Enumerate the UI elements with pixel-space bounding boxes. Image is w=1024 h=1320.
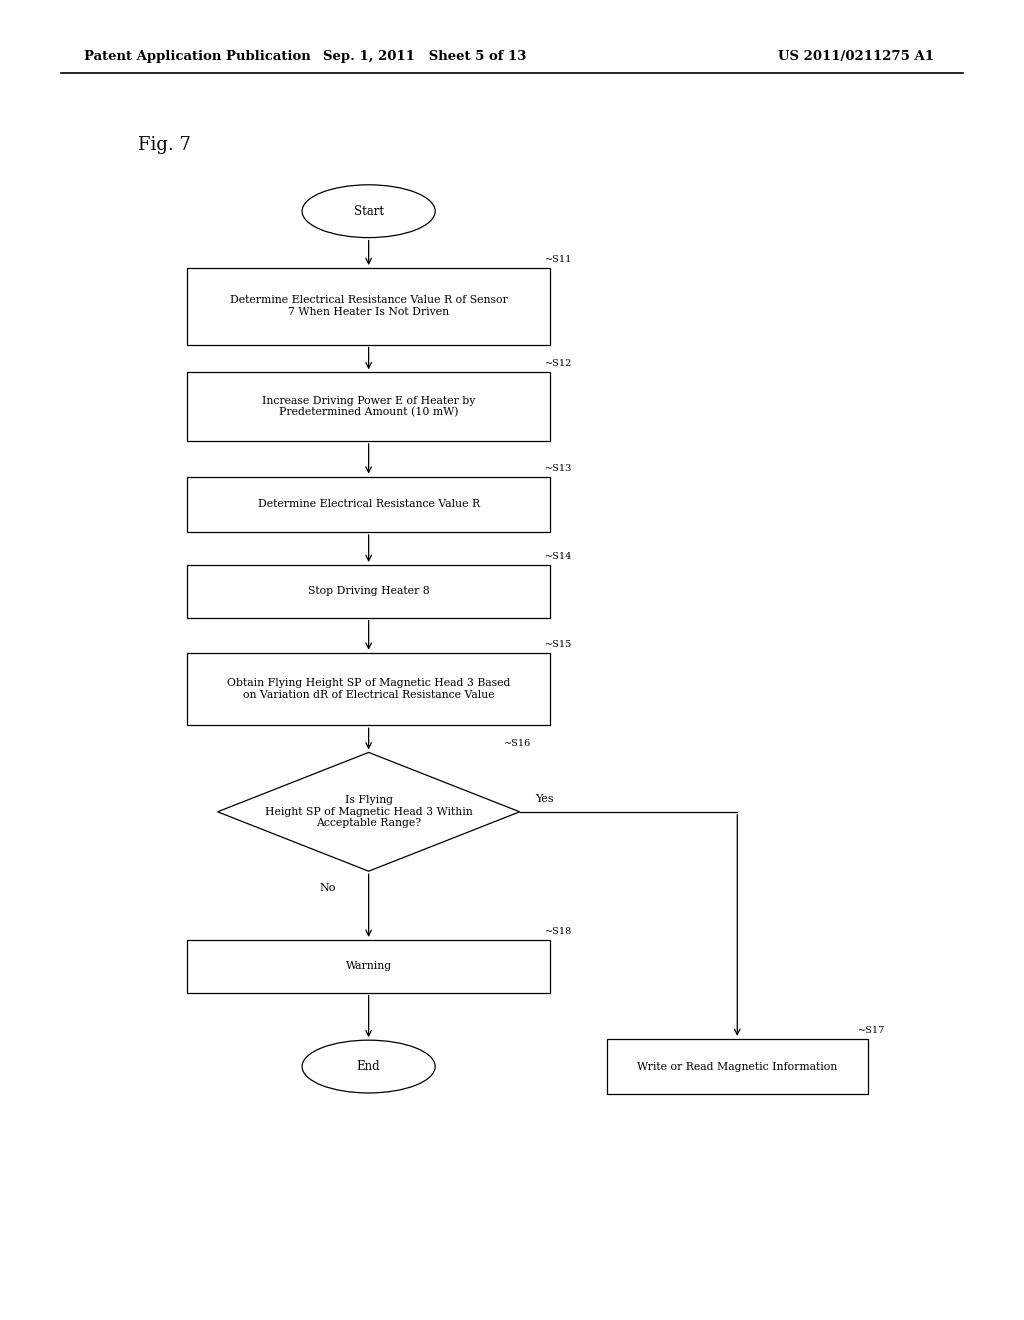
Text: Patent Application Publication: Patent Application Publication — [84, 50, 310, 63]
Text: No: No — [319, 883, 336, 894]
Text: Obtain Flying Height SP of Magnetic Head 3 Based
on Variation dR of Electrical R: Obtain Flying Height SP of Magnetic Head… — [227, 678, 510, 700]
Text: Stop Driving Heater 8: Stop Driving Heater 8 — [308, 586, 429, 597]
Text: ~S18: ~S18 — [545, 927, 572, 936]
Text: Determine Electrical Resistance Value R: Determine Electrical Resistance Value R — [258, 499, 479, 510]
Text: ~S12: ~S12 — [545, 359, 572, 368]
Text: ~S11: ~S11 — [545, 255, 572, 264]
Bar — [186, 268, 551, 345]
Text: US 2011/0211275 A1: US 2011/0211275 A1 — [778, 50, 934, 63]
Bar — [186, 372, 551, 441]
Text: Warning: Warning — [345, 961, 392, 972]
Ellipse shape — [302, 185, 435, 238]
Bar — [186, 653, 551, 726]
Bar — [606, 1039, 868, 1094]
Text: Fig. 7: Fig. 7 — [138, 136, 191, 154]
Text: Increase Driving Power E of Heater by
Predetermined Amount (10 mW): Increase Driving Power E of Heater by Pr… — [262, 396, 475, 417]
Bar — [186, 940, 551, 993]
Ellipse shape — [302, 1040, 435, 1093]
Text: ~S14: ~S14 — [545, 552, 572, 561]
Text: Start: Start — [353, 205, 384, 218]
Text: ~S17: ~S17 — [857, 1026, 885, 1035]
Text: Yes: Yes — [535, 793, 554, 804]
Text: Sep. 1, 2011   Sheet 5 of 13: Sep. 1, 2011 Sheet 5 of 13 — [324, 50, 526, 63]
Text: Write or Read Magnetic Information: Write or Read Magnetic Information — [637, 1061, 838, 1072]
Polygon shape — [217, 752, 519, 871]
Text: ~S13: ~S13 — [545, 463, 572, 473]
Text: End: End — [356, 1060, 381, 1073]
Text: Is Flying
Height SP of Magnetic Head 3 Within
Acceptable Range?: Is Flying Height SP of Magnetic Head 3 W… — [265, 795, 472, 829]
Text: ~S16: ~S16 — [504, 739, 531, 748]
Text: Determine Electrical Resistance Value R of Sensor
7 When Heater Is Not Driven: Determine Electrical Resistance Value R … — [229, 296, 508, 317]
Bar — [186, 565, 551, 618]
Text: ~S15: ~S15 — [545, 640, 572, 649]
Bar — [186, 477, 551, 532]
